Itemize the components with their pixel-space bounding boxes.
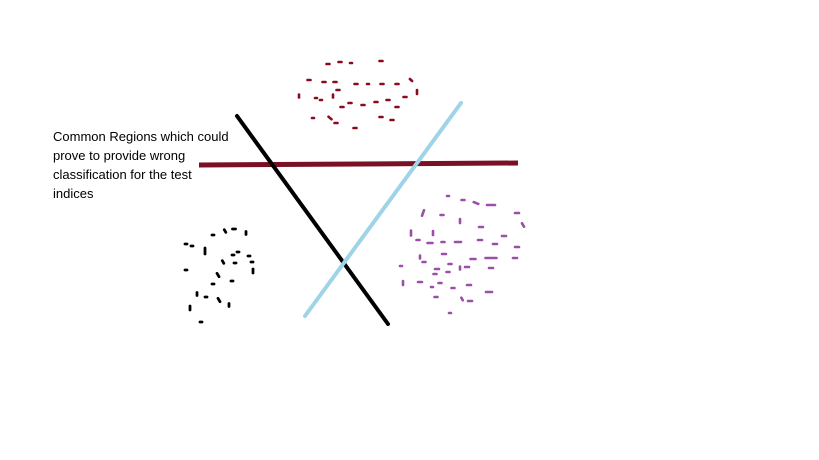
cluster-right-dot: [520, 222, 526, 228]
cluster-left-dot: [222, 228, 228, 234]
cluster-right-dot: [472, 200, 480, 206]
cluster-left-dot: [216, 296, 222, 304]
cluster-top-dots: [297, 59, 419, 130]
cluster-left-dot: [220, 259, 226, 265]
cluster-top-dot: [327, 115, 333, 121]
annotation-text: Common Regions which could prove to prov…: [53, 129, 229, 201]
cluster-left-dots: [183, 227, 255, 324]
separator-line-diagonal-up: [303, 101, 463, 318]
separator-line-horizontal: [198, 160, 519, 168]
cluster-left-dot: [215, 271, 221, 279]
cluster-right-dot: [420, 208, 426, 218]
separator-line-diagonal-down: [235, 114, 390, 326]
cluster-right-dots: [398, 194, 526, 315]
cluster-right-dot: [459, 296, 465, 302]
cluster-top-dot: [408, 77, 414, 83]
